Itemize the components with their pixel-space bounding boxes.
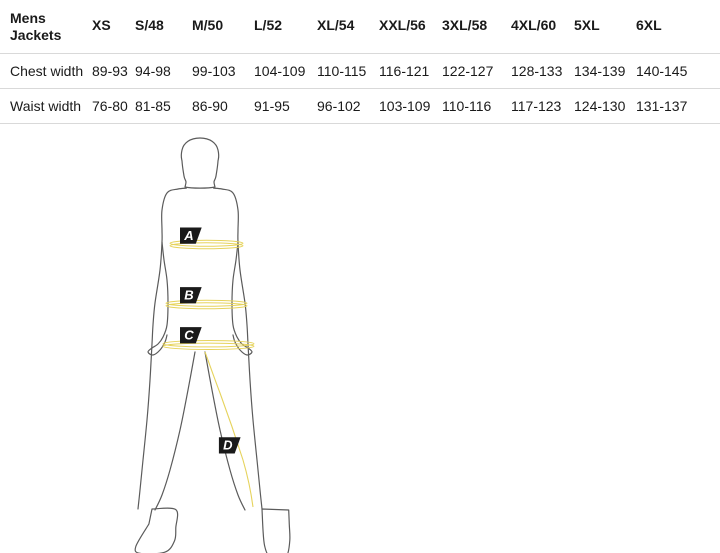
svg-text:A: A	[183, 228, 193, 243]
svg-text:C: C	[184, 327, 194, 342]
svg-text:D: D	[223, 438, 233, 453]
svg-text:B: B	[184, 287, 193, 302]
